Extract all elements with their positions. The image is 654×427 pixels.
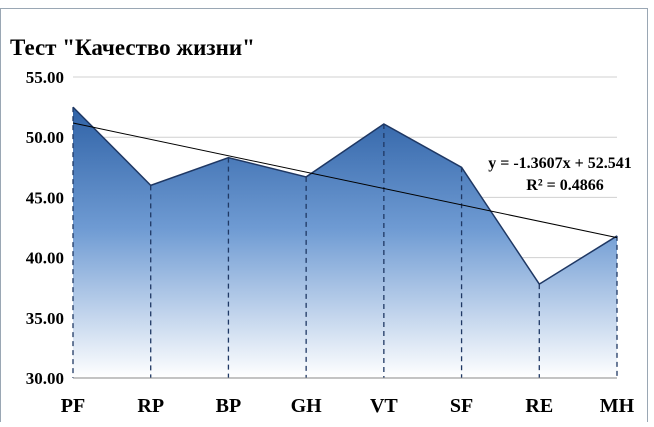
x-tick-label: PF <box>61 395 85 417</box>
x-tick-label: BP <box>216 395 242 417</box>
y-tick-label: 35.00 <box>26 309 64 328</box>
trendline-r2: R² = 0.4866 <box>526 177 603 194</box>
x-tick-label: GH <box>291 395 323 417</box>
y-tick-label: 55.00 <box>26 68 64 87</box>
y-tick-label: 30.00 <box>26 369 64 388</box>
x-tick-label: RE <box>525 395 553 417</box>
trendline <box>72 122 618 239</box>
area-line <box>72 106 618 286</box>
y-tick-label: 45.00 <box>26 188 64 207</box>
chart-frame <box>0 8 648 427</box>
x-tick-label: VT <box>370 395 398 417</box>
area <box>73 107 617 378</box>
y-tick-label: 40.00 <box>26 249 64 268</box>
y-tick-label: 50.00 <box>26 128 64 147</box>
x-tick-label: SF <box>450 395 473 417</box>
x-tick-label: RP <box>137 395 164 417</box>
chart-title: Тест "Качество жизни" <box>10 35 255 60</box>
x-tick-label: MH <box>600 395 635 417</box>
trendline-equation: y = -1.3607x + 52.541 <box>488 155 632 172</box>
